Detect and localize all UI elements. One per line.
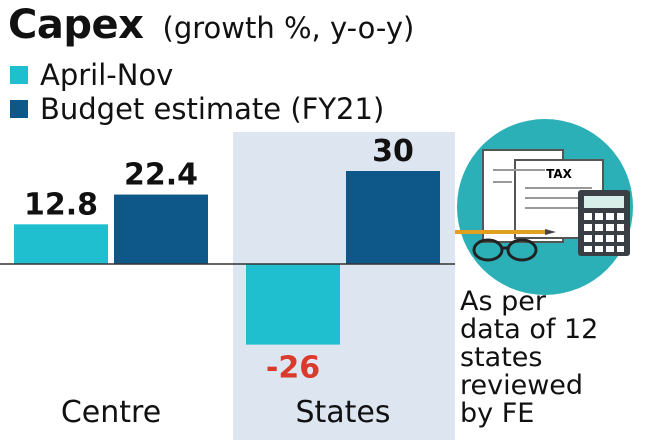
legend-item-budget-estimate: Budget estimate (FY21) bbox=[10, 92, 384, 126]
pencil-tip bbox=[545, 229, 556, 235]
tax-calculator-icon: TAX bbox=[455, 119, 633, 295]
labels-layer: 12.8 22.4 Centre -26 30 States bbox=[24, 134, 414, 430]
value-label-states-april-nov: -26 bbox=[266, 351, 320, 386]
chart-subtitle: (growth %, y-o-y) bbox=[162, 11, 415, 45]
legend-label-april-nov: April-Nov bbox=[40, 58, 174, 92]
bars-layer bbox=[14, 171, 440, 345]
category-label-centre: Centre bbox=[61, 395, 161, 430]
bar-states-april-nov bbox=[246, 264, 340, 345]
value-label-states-budget-estimate-fy21: 30 bbox=[372, 134, 414, 169]
source-note-line: data of 12 bbox=[460, 314, 599, 345]
legend-swatch-april-nov bbox=[10, 66, 28, 84]
chart-title: Capex bbox=[8, 2, 144, 48]
source-note-line: by FE bbox=[460, 398, 535, 429]
source-note: As per data of 12 states reviewed by FE bbox=[460, 288, 655, 428]
tax-paper-label: TAX bbox=[546, 167, 573, 181]
calculator-keys bbox=[584, 213, 624, 252]
source-note-line: As per bbox=[460, 286, 546, 317]
legend-label-budget-estimate: Budget estimate (FY21) bbox=[40, 92, 385, 126]
bar-states-budget-estimate-fy21 bbox=[346, 171, 440, 264]
legend-item-april-nov: April-Nov bbox=[10, 58, 384, 92]
legend: April-Nov Budget estimate (FY21) bbox=[10, 58, 384, 126]
value-label-centre-april-nov: 12.8 bbox=[24, 187, 98, 222]
source-note-line: states bbox=[460, 342, 543, 373]
calculator-screen bbox=[584, 196, 624, 208]
source-note-line: reviewed bbox=[460, 370, 584, 401]
category-label-states: States bbox=[295, 395, 390, 430]
glasses-icon bbox=[472, 238, 538, 262]
legend-swatch-budget-estimate bbox=[10, 100, 28, 118]
chart-title-row: Capex (growth %, y-o-y) bbox=[8, 2, 414, 50]
bar-centre-april-nov bbox=[14, 224, 108, 264]
bar-centre-budget-estimate-fy21 bbox=[114, 194, 208, 264]
value-label-centre-budget-estimate-fy21: 22.4 bbox=[124, 158, 198, 193]
